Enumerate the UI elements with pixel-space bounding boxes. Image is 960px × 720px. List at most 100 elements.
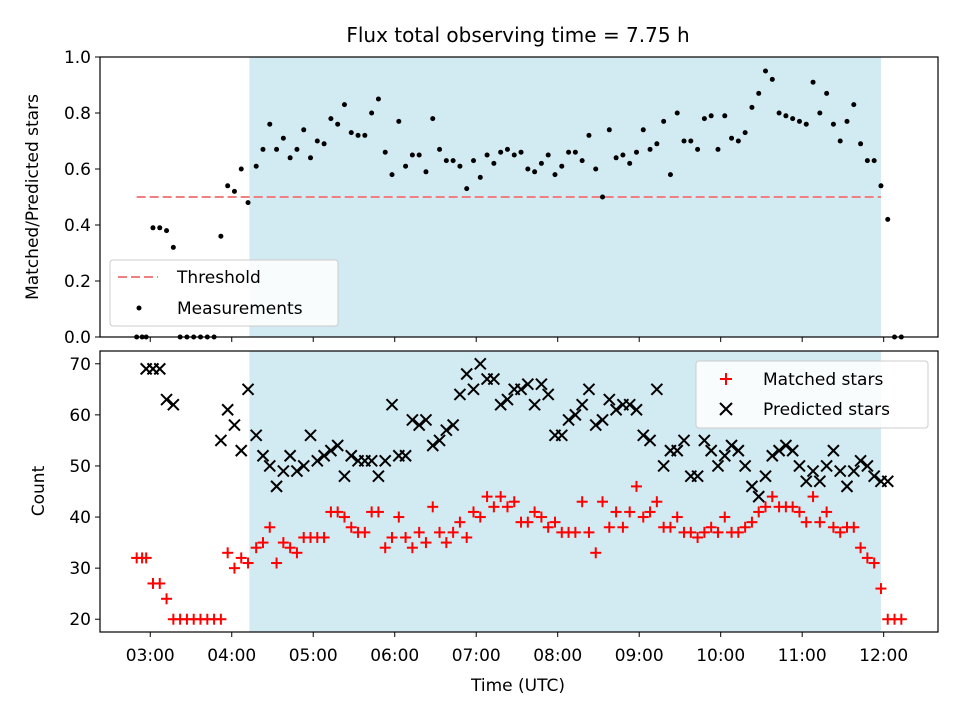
predicted-star-point [453, 388, 467, 401]
x-tick-label: 12:00 [859, 646, 908, 666]
matched-star-point [242, 557, 254, 569]
y-tick-label: 1.0 [64, 48, 91, 68]
measurement-point [593, 166, 599, 172]
measurement-point [457, 163, 463, 169]
predicted-star-point [813, 475, 827, 488]
legend-predicted-swatch [719, 402, 733, 416]
measurement-points [134, 68, 904, 340]
predicted-star-point [406, 413, 419, 427]
matched-star-point [420, 537, 432, 549]
y-tick-label: 40 [69, 508, 91, 528]
measurement-point [708, 113, 714, 119]
measurement-point [218, 233, 224, 239]
x-tick-label: 09:00 [615, 646, 664, 666]
bottom-y-axis-label: Count [29, 465, 49, 516]
predicted-star-point [779, 439, 793, 452]
measurement-point [844, 118, 850, 124]
predicted-star-point [317, 449, 331, 462]
predicted-star-point [379, 454, 392, 468]
predicted-star-point [840, 480, 854, 493]
predicted-star-point [786, 444, 799, 457]
measurement-point [498, 149, 504, 155]
predicted-star-point [725, 439, 738, 452]
measurement-point [443, 158, 449, 164]
measurement-point [484, 152, 490, 158]
matched-star-point [542, 521, 554, 533]
y-tick-label: 50 [69, 457, 91, 477]
measurement-point [525, 166, 531, 172]
measurement-point [471, 158, 477, 164]
matched-star-point [406, 542, 418, 554]
measurement-point [409, 152, 415, 158]
predicted-star-point [241, 383, 255, 396]
predicted-star-point [446, 418, 460, 432]
predicted-star-point [800, 475, 813, 488]
predicted-star-point [766, 449, 779, 462]
matched-star-point [583, 526, 595, 538]
matched-star-point [705, 521, 717, 533]
matched-star-point [746, 516, 758, 528]
predicted-star-point [365, 454, 378, 468]
measurement-point [566, 149, 572, 155]
bottom-x-axis-ticks: 03:00 04:00 05:00 06:00 07:00 08:00 09:00 10:00… [126, 632, 908, 666]
matched-star-point [400, 531, 412, 543]
matched-star-point [379, 542, 391, 554]
bottom-panel: 20 30 40 50 60 70 03:00 04:00 05:00 06:00 07:00 08… [29, 350, 939, 696]
x-axis-label: Time (UTC) [470, 676, 565, 696]
matched-star-point [800, 516, 812, 528]
measurement-point [477, 174, 483, 180]
measurement-point [355, 132, 361, 138]
predicted-star-point [643, 434, 657, 447]
measurement-point [796, 118, 802, 124]
matched-star-point [522, 516, 534, 528]
predicted-star-point [160, 393, 173, 406]
measurement-point [416, 152, 422, 158]
predicted-star-point [759, 469, 772, 483]
measurement-point [824, 90, 830, 96]
x-tick-label: 05:00 [289, 646, 338, 666]
predicted-star-point [514, 383, 528, 396]
matched-star-point [359, 526, 371, 538]
measurement-point [157, 225, 163, 231]
predicted-star-point [582, 383, 596, 396]
y-tick-label: 20 [69, 610, 91, 630]
matched-star-point [345, 521, 357, 533]
measurement-point [579, 158, 585, 164]
predicted-star-point [311, 454, 324, 468]
measurement-point [878, 183, 884, 189]
y-tick-label: 0.2 [64, 272, 91, 292]
measurement-point [640, 127, 646, 133]
matched-star-point [140, 552, 152, 564]
matched-star-point [161, 593, 173, 605]
measurement-point [803, 121, 809, 127]
measurement-point [301, 127, 307, 133]
matched-star-point [481, 491, 493, 503]
predicted-star-point [867, 469, 881, 483]
predicted-star-point [221, 403, 234, 416]
matched-star-point [529, 506, 541, 518]
predicted-star-point [528, 398, 541, 411]
measurement-point [858, 141, 864, 147]
matched-star-point [597, 496, 609, 508]
predicted-star-point [214, 434, 228, 447]
measurement-point [749, 104, 755, 110]
matched-star-point [719, 511, 731, 523]
measurement-point [314, 138, 320, 144]
matched-star-point [447, 526, 459, 538]
measurement-point [742, 130, 748, 136]
matched-star-point [222, 547, 234, 559]
measurement-point [260, 146, 266, 152]
predicted-star-point [399, 449, 412, 462]
measurement-point [722, 113, 728, 119]
matched-star-point [277, 537, 289, 549]
matched-star-point [834, 526, 846, 538]
matched-star-point [318, 531, 330, 543]
measurement-point [150, 225, 156, 231]
top-y-axis-label: Matched/Predicted stars [23, 94, 43, 300]
measurement-point [769, 76, 775, 82]
measurement-point [735, 138, 741, 144]
x-tick-label: 04:00 [207, 646, 256, 666]
top-plot-frame [99, 56, 939, 338]
top-observing-window [249, 57, 881, 337]
measurement-point [763, 68, 769, 74]
